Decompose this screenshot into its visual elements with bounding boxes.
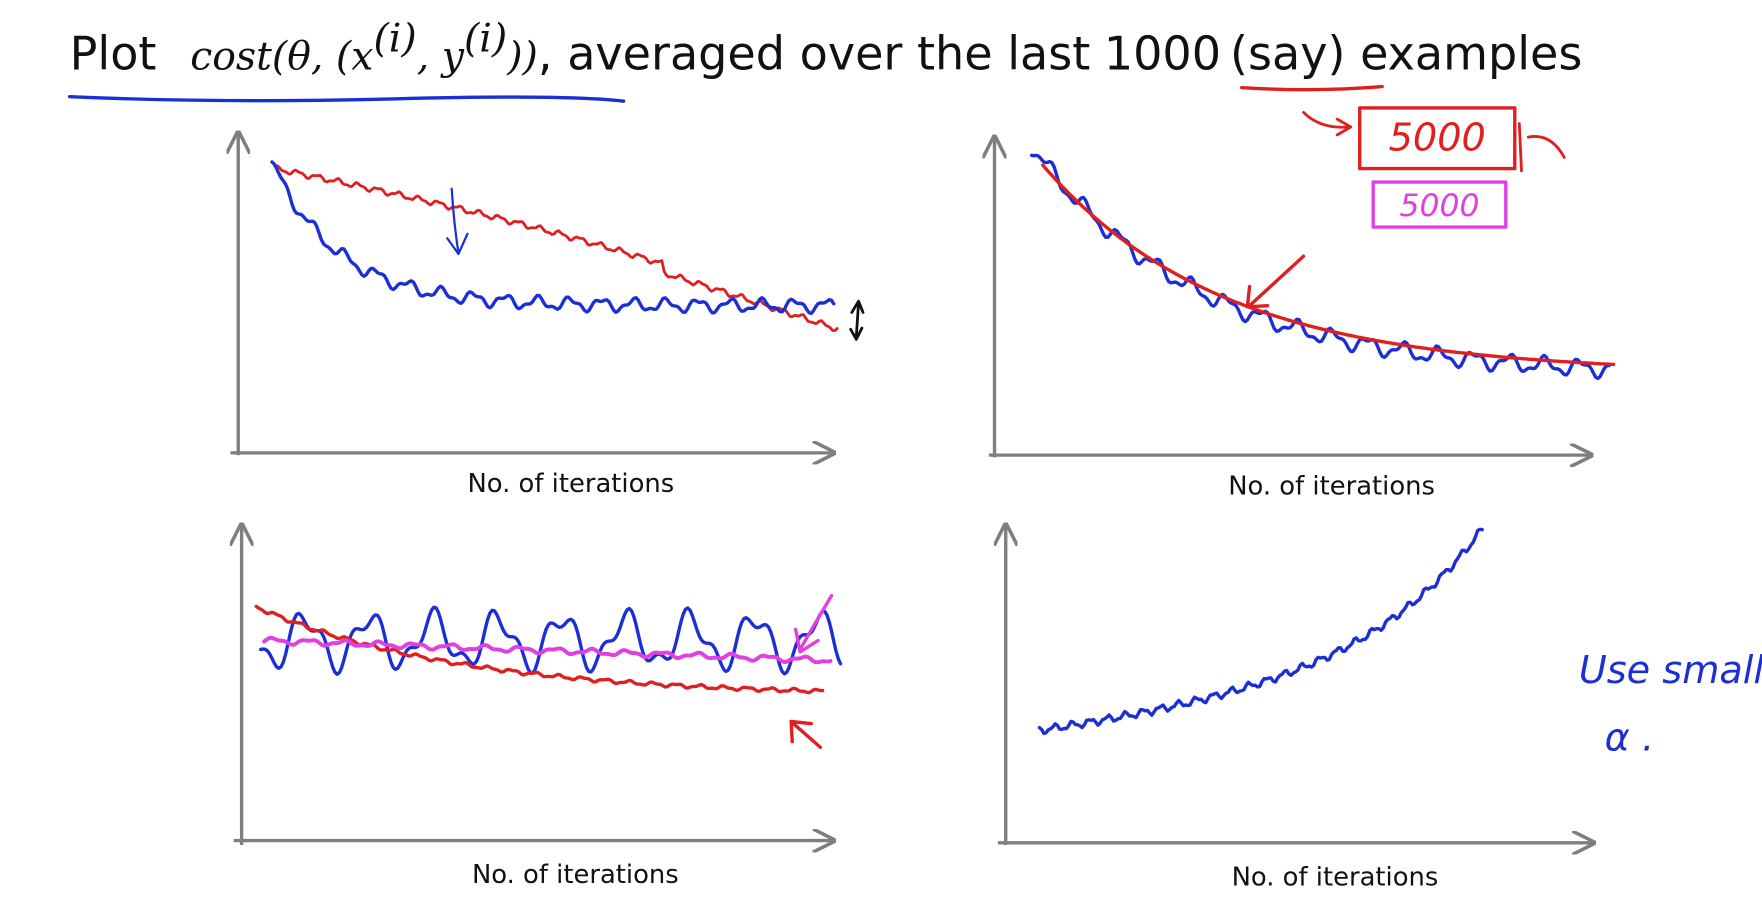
arrow xyxy=(793,593,834,654)
x-axis-label: No. of iterations xyxy=(1232,863,1439,893)
x-axis-label: No. of iterations xyxy=(472,860,679,890)
curves xyxy=(254,153,1616,736)
title-middle: , averaged over the last xyxy=(538,27,1090,81)
formula-sup: (i) xyxy=(373,16,416,62)
note: α . xyxy=(1605,717,1654,761)
magenta-box-label: 5000 xyxy=(1399,188,1479,224)
underline xyxy=(1240,84,1384,92)
x-axis-label: No. of iterations xyxy=(467,469,674,499)
x-axis-label: No. of iterations xyxy=(1228,471,1435,501)
arrow xyxy=(849,299,865,341)
formula: cost(θ, (x xyxy=(190,34,373,80)
arrow xyxy=(446,187,469,256)
curve xyxy=(262,635,833,665)
title-suffix: (say) examples xyxy=(1230,27,1582,81)
arrow xyxy=(1517,122,1566,173)
arrow xyxy=(1302,110,1353,137)
curve xyxy=(1037,527,1484,736)
red-box xyxy=(1358,106,1517,171)
formula: , y xyxy=(417,34,465,80)
formula: )) xyxy=(506,34,538,80)
red-box-label: 5000 xyxy=(1389,117,1486,161)
curve xyxy=(273,164,839,333)
title: Plot cost(θ, (x(i), y(i))), averaged over… xyxy=(70,16,1583,81)
arrow xyxy=(789,719,823,749)
curve xyxy=(259,605,843,676)
formula-sup: (i) xyxy=(464,16,507,62)
note: Use smaller xyxy=(1579,649,1762,693)
underline xyxy=(67,94,626,103)
curve xyxy=(1029,153,1611,381)
axes xyxy=(230,133,1593,845)
curve xyxy=(270,160,836,315)
magenta-box xyxy=(1371,180,1508,229)
curve xyxy=(1041,163,1616,367)
title-number: 1000 xyxy=(1104,27,1221,81)
title-prefix: Plot xyxy=(70,27,157,81)
arrow xyxy=(1245,254,1306,309)
curve xyxy=(254,604,825,695)
